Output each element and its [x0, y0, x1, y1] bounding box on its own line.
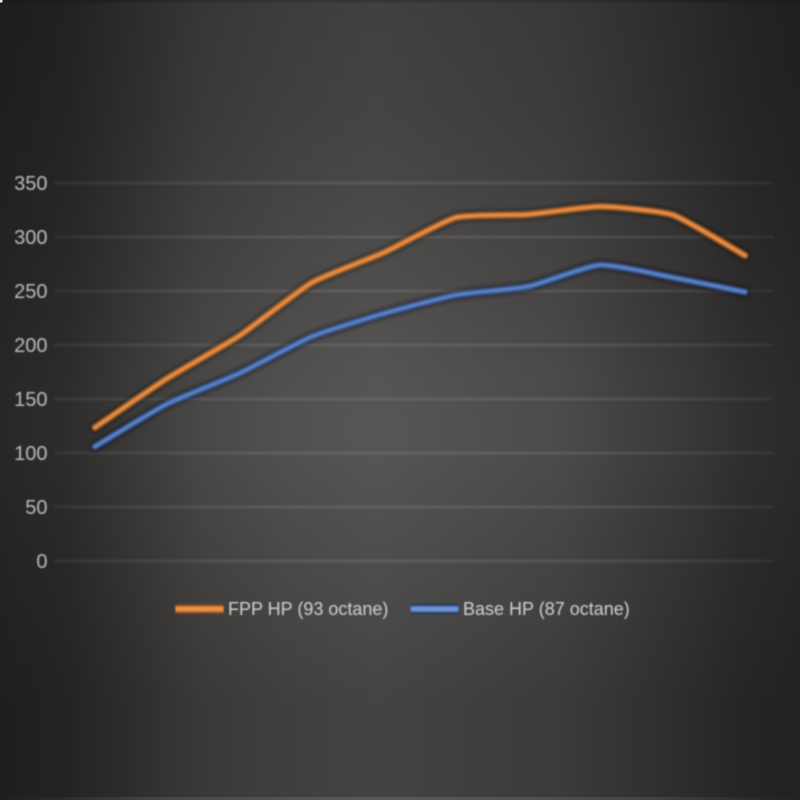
- svg-text:100: 100: [14, 443, 47, 465]
- svg-text:300: 300: [14, 227, 47, 249]
- svg-text:Base HP (87 octane): Base HP (87 octane): [463, 599, 630, 619]
- svg-text:50: 50: [25, 497, 47, 519]
- svg-text:200: 200: [14, 335, 47, 357]
- svg-text:250: 250: [14, 281, 47, 303]
- svg-text:FPP HP (93 octane): FPP HP (93 octane): [228, 599, 388, 619]
- svg-text:0: 0: [36, 551, 47, 573]
- svg-text:350: 350: [14, 173, 47, 195]
- svg-text:150: 150: [14, 389, 47, 411]
